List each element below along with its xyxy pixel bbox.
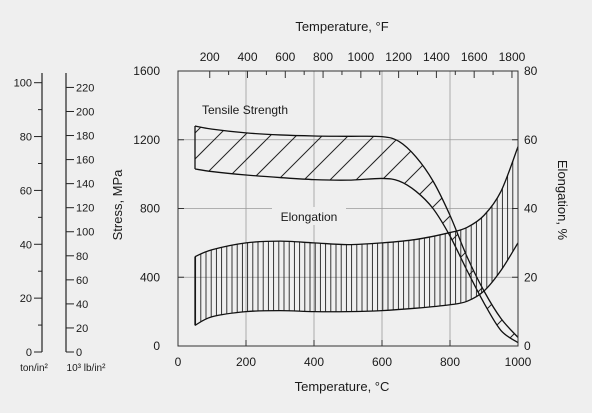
aux-scale-0-tick-label: 40 <box>20 239 32 251</box>
aux-scale-1-tick-label: 60 <box>76 275 88 287</box>
x2-tick-label: 400 <box>237 50 257 64</box>
aux-scale-1-tick-label: 180 <box>76 131 94 143</box>
hatch-line <box>241 126 518 343</box>
aux-scale-1-tick-label: 120 <box>76 203 94 215</box>
aux-scale-0-tick-label: 0 <box>26 347 32 359</box>
aux-scales: 0 20 40 60 80 100 0 20 40 60 80 100 120 140 160 180 200 2… <box>14 73 94 359</box>
aux-scale-0-tick-label: 60 <box>20 185 32 197</box>
aux-scale-1-tick-label: 100 <box>76 227 94 239</box>
hatch-line <box>501 126 518 343</box>
x2-tick-label: 1600 <box>461 50 488 64</box>
y-tick-label: 1200 <box>133 133 160 147</box>
aux-scale-1-tick-label: 20 <box>76 323 88 335</box>
series-label-bg <box>272 207 346 225</box>
hatch-line <box>215 126 517 343</box>
aux-scale-1-tick-label: 0 <box>76 347 82 359</box>
y2-tick-label: 20 <box>524 270 538 284</box>
aux-scale-1-tick-label: 220 <box>76 82 94 94</box>
aux-scale-1-tick-label: 80 <box>76 251 88 263</box>
x2-tick-label: 600 <box>275 50 295 64</box>
y-tick-label: 0 <box>153 339 160 353</box>
x2-tick-label: 1200 <box>385 50 412 64</box>
hatch-line <box>475 126 518 343</box>
plot-frame <box>177 70 519 347</box>
aux-scale-0-tick-label: 100 <box>14 78 32 90</box>
y-tick-label: 400 <box>140 270 160 284</box>
x-axis-title: Temperature, °C <box>295 379 390 394</box>
series-0-lower-curve <box>194 168 519 344</box>
aux-scale-0-label: ton/in² <box>20 363 48 374</box>
hatch-line <box>267 126 518 343</box>
x-tick-label: 600 <box>372 355 392 369</box>
series-label-elongation: Elongation <box>281 210 338 224</box>
x2-tick-label: 800 <box>313 50 333 64</box>
x-tick-label: 200 <box>236 355 256 369</box>
y2-tick-label: 40 <box>524 202 538 216</box>
aux-scale-0-tick-label: 20 <box>20 293 32 305</box>
y-tick-label: 800 <box>140 202 160 216</box>
series-1-upper-curve <box>194 146 519 258</box>
aux-scale-1-tick-label: 40 <box>76 299 88 311</box>
aux-scale-1-tick-label: 140 <box>76 179 94 191</box>
x2-tick-label: 1400 <box>423 50 450 64</box>
x-tick-label: 800 <box>440 355 460 369</box>
series-labels: Tensile Strength Elongation <box>202 103 346 225</box>
aux-scale-1-tick-label: 200 <box>76 106 94 118</box>
aux-scale-1-tick-label: 160 <box>76 155 94 167</box>
x2-tick-label: 1000 <box>347 50 374 64</box>
x2-tick-label: 200 <box>200 50 220 64</box>
y2-axis-title: Elongation, % <box>555 160 570 241</box>
y-tick-label: 1600 <box>133 64 160 78</box>
x-tick-label: 0 <box>175 355 182 369</box>
grid <box>178 71 518 346</box>
hatch-line <box>580 46 592 346</box>
x-tick-label: 1000 <box>505 355 532 369</box>
axis-ticks: 0 200 400 600 800 1000 0 400 800 1200 1600 0 20 40 60 8… <box>133 50 537 369</box>
y2-tick-label: 80 <box>524 64 538 78</box>
aux-scale-1-label: 10³ lb/in² <box>67 363 107 374</box>
series-1-lower-curve <box>194 242 519 326</box>
aux-scale-0-tick-label: 80 <box>20 132 32 144</box>
x-tick-label: 400 <box>304 355 324 369</box>
y2-tick-label: 60 <box>524 133 538 147</box>
x2-axis-title: Temperature, °F <box>295 19 388 34</box>
series-label-tensile-strength: Tensile Strength <box>202 103 288 117</box>
y2-tick-label: 0 <box>524 339 531 353</box>
hatch-line <box>293 126 518 343</box>
series-0-upper-curve <box>194 125 519 338</box>
y-axis-title: Stress, MPa <box>110 169 125 241</box>
hatch-line <box>195 126 257 343</box>
x2-tick-label: 1800 <box>499 50 526 64</box>
